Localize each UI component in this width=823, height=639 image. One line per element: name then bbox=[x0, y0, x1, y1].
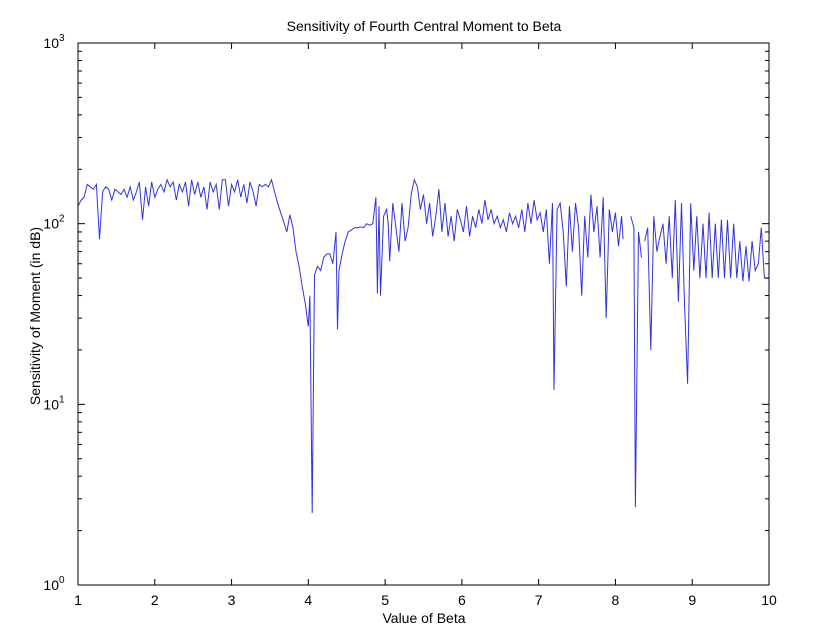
y-tick-label: 100 bbox=[43, 575, 65, 593]
x-tick-label: 8 bbox=[612, 592, 620, 608]
series-line-segment bbox=[77, 178, 624, 514]
x-tick-label: 1 bbox=[74, 592, 82, 608]
y-tick-label: 102 bbox=[43, 214, 65, 232]
x-tick-label: 4 bbox=[304, 592, 312, 608]
x-tick-label: 5 bbox=[381, 592, 389, 608]
chart-title: Sensitivity of Fourth Central Moment to … bbox=[287, 18, 562, 34]
x-tick-label: 7 bbox=[535, 592, 543, 608]
x-axis-ticks: 1 2 3 4 5 6 7 8 9 10 bbox=[74, 43, 777, 608]
x-axis-label: Value of Beta bbox=[382, 610, 465, 626]
series-line-segment bbox=[630, 216, 642, 508]
y-axis-ticks: 100 101 102 103 bbox=[43, 33, 769, 593]
x-tick-label: 10 bbox=[761, 592, 777, 608]
y-tick-label: 101 bbox=[43, 394, 65, 412]
y-axis-label: Sensitivity of Moment (in dB) bbox=[27, 227, 43, 405]
x-tick-label: 6 bbox=[458, 592, 466, 608]
x-tick-label: 3 bbox=[228, 592, 236, 608]
x-tick-label: 2 bbox=[151, 592, 159, 608]
y-tick-label: 103 bbox=[43, 33, 65, 51]
axes-frame bbox=[77, 42, 770, 586]
x-tick-label: 9 bbox=[688, 592, 696, 608]
series-line-segment bbox=[644, 200, 769, 384]
plot-area bbox=[77, 42, 770, 586]
